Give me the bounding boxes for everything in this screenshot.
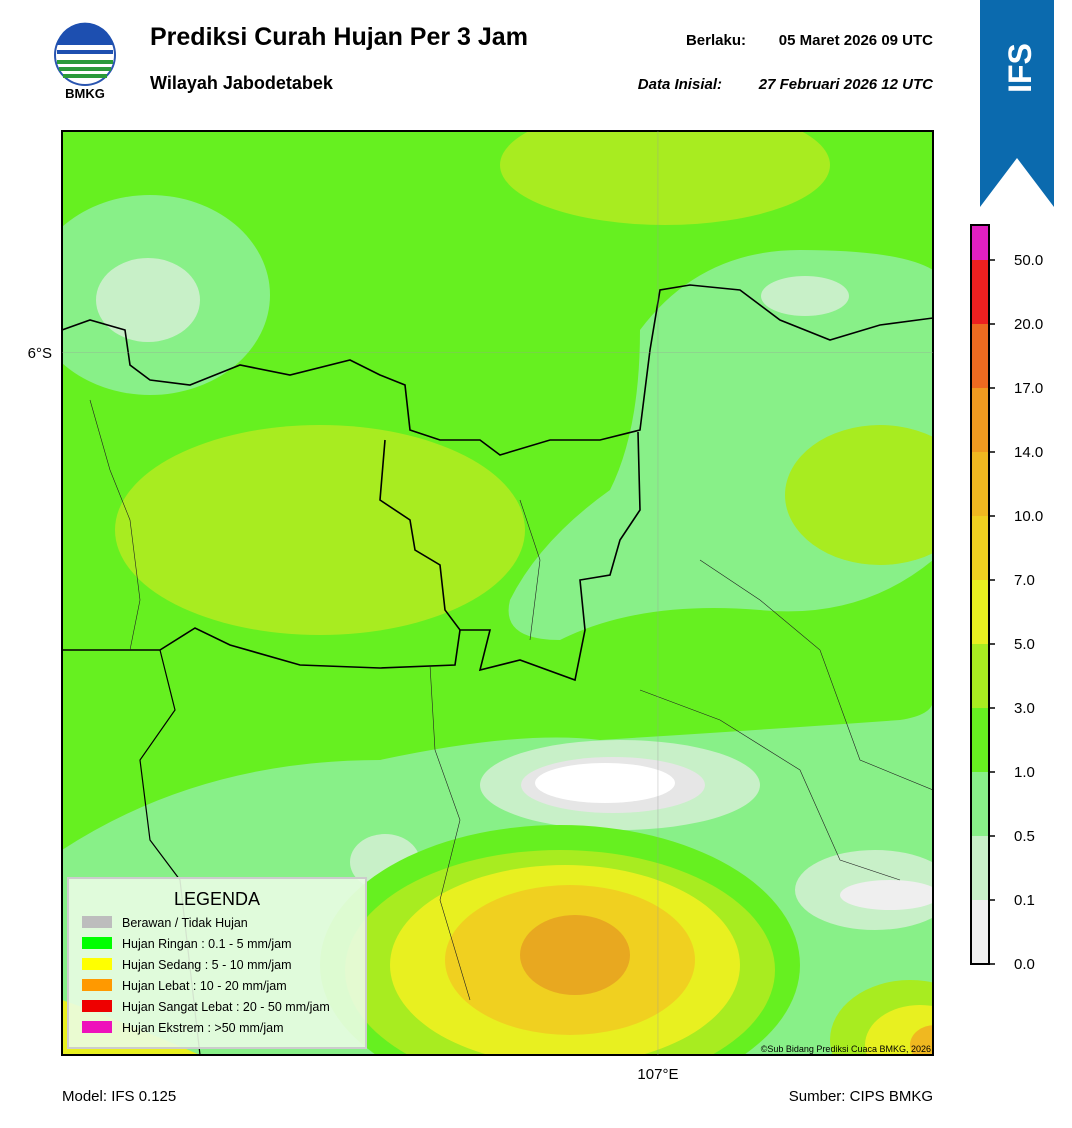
subtitle: Wilayah Jabodetabek [150, 73, 334, 93]
init-label: Data Inisial: [638, 76, 722, 93]
colorbar-segment [971, 260, 989, 324]
colorbar-label: 7.0 [1014, 572, 1035, 589]
colorbar-label: 0.1 [1014, 892, 1035, 909]
credit: ©Sub Bidang Prediksi Cuaca BMKG, 2026 [761, 1044, 931, 1054]
badge [980, 0, 1054, 207]
colorbar-frame [970, 224, 990, 965]
valid-label: Berlaku: [686, 32, 746, 49]
x-tick-label: 107°E [637, 1066, 678, 1083]
legend-label: Hujan Ringan : 0.1 - 5 mm/jam [122, 937, 292, 951]
y-tick-label: 6°S [28, 345, 52, 362]
colorbar-label: 20.0 [1014, 316, 1043, 333]
valid-value: 05 Maret 2026 09 UTC [779, 32, 933, 49]
colorbar-label: 1.0 [1014, 764, 1035, 781]
colorbar-label: 5.0 [1014, 636, 1035, 653]
colorbar-segment [971, 900, 989, 964]
colorbar-segment [971, 388, 989, 452]
legend-box [67, 877, 367, 1049]
colorbar-segment [971, 836, 989, 900]
colorbar-segment [971, 772, 989, 836]
colorbar-segment [971, 324, 989, 388]
footer-model: Model: IFS 0.125 [62, 1088, 176, 1105]
precip-field [62, 131, 933, 1055]
colorbar-label: 0.5 [1014, 828, 1035, 845]
legend-title: LEGENDA [174, 889, 260, 909]
colorbar-label: 50.0 [1014, 252, 1043, 269]
legend-swatch [82, 958, 112, 970]
footer-source: Sumber: CIPS BMKG [789, 1088, 933, 1105]
legend-label: Hujan Sangat Lebat : 20 - 50 mm/jam [122, 1000, 330, 1014]
legend-label: Hujan Ekstrem : >50 mm/jam [122, 1021, 284, 1035]
legend-label: Hujan Sedang : 5 - 10 mm/jam [122, 958, 292, 972]
colorbar-label: 17.0 [1014, 380, 1043, 397]
colorbar-label: 14.0 [1014, 444, 1043, 461]
map-frame [61, 130, 934, 1056]
colorbar-segment [971, 225, 989, 260]
legend-swatch [82, 1021, 112, 1033]
legend-label: Hujan Lebat : 10 - 20 mm/jam [122, 979, 287, 993]
legend-swatch [82, 1000, 112, 1012]
legend-swatch [82, 979, 112, 991]
colorbar-label: 10.0 [1014, 508, 1043, 525]
colorbar-segment [971, 644, 989, 708]
legend-swatch [82, 916, 112, 928]
logo: BMKG [54, 22, 116, 101]
colorbar-segment [971, 708, 989, 772]
legend-label: Berawan / Tidak Hujan [122, 916, 248, 930]
badge-text: IFS [1002, 43, 1038, 93]
init-value: 27 Februari 2026 12 UTC [758, 76, 934, 93]
colorbar-label: 0.0 [1014, 956, 1035, 973]
colorbar-segment [971, 516, 989, 580]
title: Prediksi Curah Hujan Per 3 Jam [150, 23, 528, 51]
colorbar-segment [971, 580, 989, 644]
logo-text: BMKG [65, 86, 105, 101]
colorbar-segment [971, 452, 989, 516]
legend-swatch [82, 937, 112, 949]
colorbar-label: 3.0 [1014, 700, 1035, 717]
